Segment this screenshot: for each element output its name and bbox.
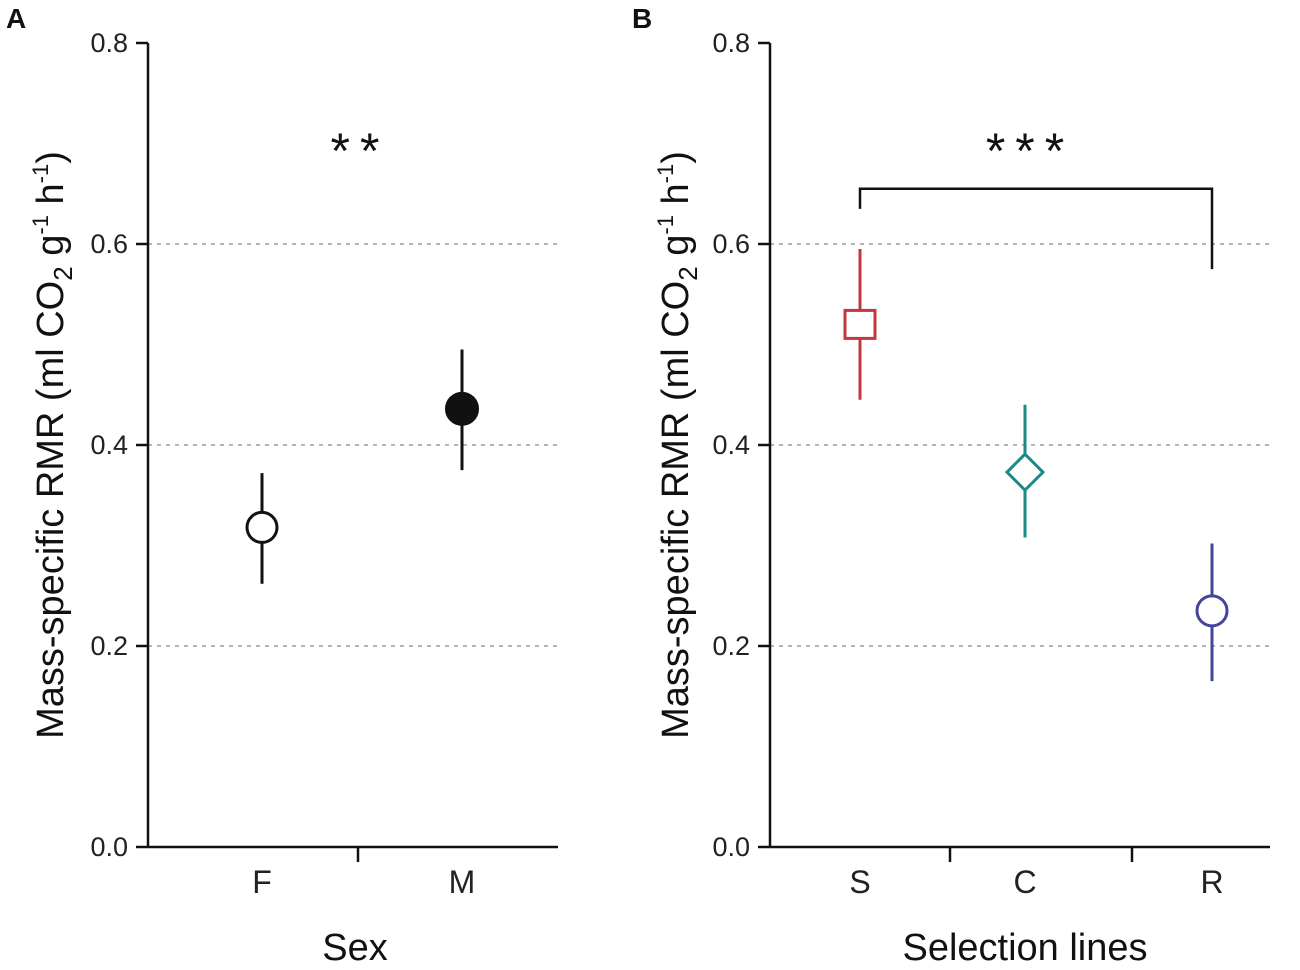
panel-b-category-label-s: S — [849, 864, 870, 900]
panel-a-gridlines — [148, 243, 558, 647]
panel-a-letter: A — [6, 3, 26, 34]
panel-a-significance: ** — [331, 123, 390, 179]
panel-b-y-tick-label-3: 0.6 — [712, 229, 750, 259]
panel-b-significance-bracket — [858, 187, 1214, 270]
panel-a-y-tick-label-2: 0.4 — [90, 430, 128, 460]
significance-bracket-line — [858, 187, 1214, 270]
panel-b-y-tick-label-1: 0.2 — [712, 631, 750, 661]
panel-b-points — [843, 249, 1229, 682]
panel-b-y-axis-title: Mass-specific RMR (ml CO2 g-1 h-1) — [653, 151, 703, 739]
panel-a-category-label-m: M — [449, 864, 476, 900]
panel-b-r-marker — [1195, 594, 1229, 628]
panel-b-letter: B — [632, 3, 652, 34]
panel-a-y-tick-label-0: 0.0 — [90, 832, 128, 862]
panel-a-points — [245, 349, 479, 584]
panel-b-category-label-r: R — [1200, 864, 1223, 900]
panel-b-significance: *** — [986, 123, 1074, 179]
panel-a-x-axis-title: Sex — [322, 927, 387, 969]
panel-b: B 0.0 0.2 0.4 0.6 0.8 S C R *** Selection line… — [632, 3, 1270, 969]
panel-b-x-axis-title: Selection lines — [902, 927, 1147, 969]
panel-a-m-marker — [445, 391, 479, 426]
panel-b-category-label-c: C — [1013, 864, 1036, 900]
panel-b-y-ticks: 0.0 0.2 0.4 0.6 0.8 — [712, 28, 770, 862]
panel-b-s-marker — [843, 308, 877, 340]
panel-a-y-tick-label-3: 0.6 — [90, 229, 128, 259]
panel-b-gridlines — [770, 243, 1270, 647]
panel-a-y-tick-label-1: 0.2 — [90, 631, 128, 661]
panel-a-y-tick-label-4: 0.8 — [90, 28, 128, 58]
panel-a-y-ticks: 0.0 0.2 0.4 0.6 0.8 — [90, 28, 148, 862]
panel-b-y-tick-label-2: 0.4 — [712, 430, 750, 460]
panel-a-category-label-f: F — [252, 864, 272, 900]
panel-b-c-marker — [1004, 452, 1046, 493]
panel-b-y-tick-label-0: 0.0 — [712, 832, 750, 862]
panel-b-y-tick-label-4: 0.8 — [712, 28, 750, 58]
panel-a-y-axis-title: Mass-specific RMR (ml CO2 g-1 h-1) — [28, 151, 78, 739]
panel-a-f-marker — [245, 510, 279, 544]
